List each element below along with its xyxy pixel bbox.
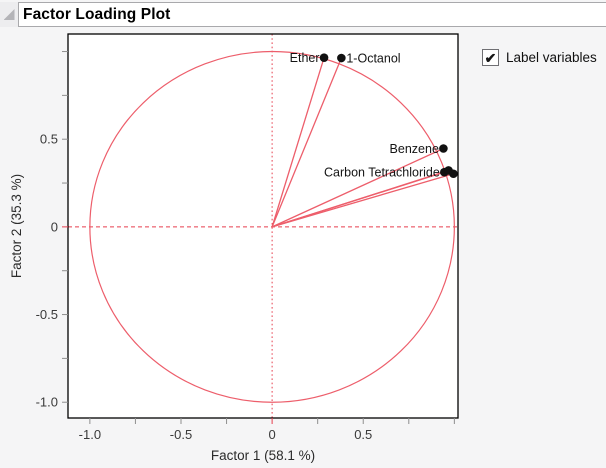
variable-label: 1-Octanol [346,51,400,65]
data-point-marker[interactable] [319,53,329,62]
y-tick-label: 0 [51,219,58,234]
variable-label: Benzene [390,142,439,156]
factor-loading-plot: Ether 1-Octanol Benzene Carbon Tetrachlorid… [9,33,459,463]
label-variables-checkbox[interactable]: ✔ Label variables [482,49,597,66]
checkbox-label: Label variables [506,50,597,65]
report-title-cell[interactable]: Factor Loading Plot [18,2,606,27]
disclosure-button[interactable] [0,2,18,27]
checkbox-check-icon[interactable]: ✔ [482,49,499,66]
variable-label: Carbon Tetrachloride [324,165,440,179]
y-axis-title: Factor 2 (35.3 %) [9,174,24,278]
loading-vector [271,57,342,228]
y-tick-label: -1.0 [36,395,58,410]
plot-area [68,34,458,418]
loading-vector [271,57,325,228]
plot-frame [67,33,459,419]
report-title: Factor Loading Plot [23,5,171,23]
variable-label: Ether [290,51,320,65]
data-point-marker[interactable] [337,53,346,63]
x-tick-label: 0.5 [354,427,372,442]
report-titlebar: Factor Loading Plot [0,2,606,27]
loading-vector [271,169,449,228]
x-tick-label: -1.0 [79,427,101,442]
loading-vector [271,147,444,228]
x-axis-title: Factor 1 (58.1 %) [211,448,315,463]
x-tick-label: -0.5 [170,427,192,442]
data-point-marker[interactable] [439,144,448,153]
y-tick-label: -0.5 [36,307,58,322]
data-point-marker[interactable] [449,169,458,179]
disclosure-triangle-icon [3,9,15,20]
loading-vector [271,173,454,228]
y-tick-label: 0.5 [40,132,58,147]
unit-circle [89,50,455,403]
x-tick-label: 0 [268,427,275,442]
